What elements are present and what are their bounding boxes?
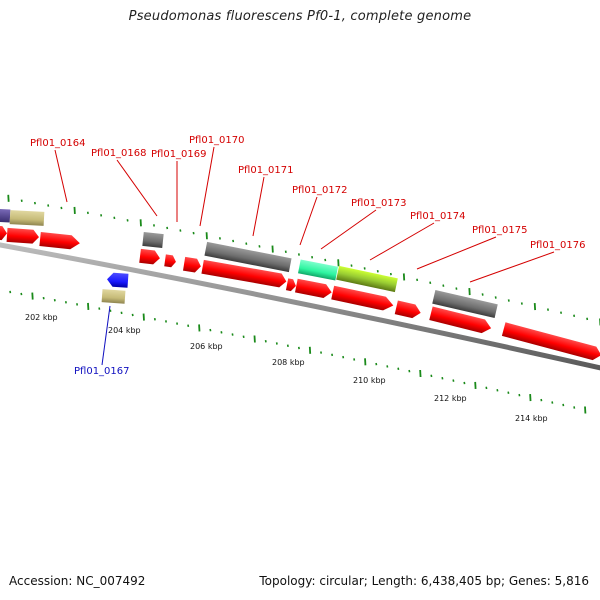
- gene-label-layer: Pfl01_0164 Pfl01_0168 Pfl01_0169 Pfl01_0170…: [30, 135, 586, 377]
- scale-label: 214 kbp: [515, 414, 548, 423]
- gray-feature-c: [432, 289, 498, 319]
- cds-arrow: [39, 232, 80, 250]
- label-leader-lines: [54, 146, 555, 366]
- genome-backbone: [0, 242, 600, 371]
- cds-arrow: [394, 300, 421, 319]
- gray-feature-a: [142, 231, 164, 249]
- teal-feature: [298, 259, 338, 281]
- map-title: Pseudomonas fluorescens Pf0-1, complete …: [128, 9, 472, 24]
- khaki-feature-b: [101, 289, 126, 304]
- gene-label[interactable]: Pfl01_0173: [351, 198, 407, 209]
- gene-label[interactable]: Pfl01_0164: [30, 138, 86, 149]
- scale-label: 206 kbp: [190, 342, 223, 351]
- cds-arrow: [164, 254, 176, 268]
- leader-line: [469, 251, 555, 283]
- leader-line: [320, 209, 377, 250]
- cds-arrow: [501, 322, 600, 361]
- upper-feature-track: [0, 208, 498, 319]
- olive-feature: [336, 265, 398, 293]
- leader-line: [369, 222, 435, 261]
- khaki-feature-a: [9, 210, 45, 226]
- gene-label[interactable]: Pfl01_0172: [292, 185, 348, 196]
- gene-label[interactable]: Pfl01_0176: [530, 240, 586, 251]
- cds-arrow: [183, 256, 201, 273]
- purple-feature: [0, 208, 11, 223]
- cds-arrow: [0, 225, 7, 241]
- gene-label[interactable]: Pfl01_0174: [410, 211, 466, 222]
- cds-arrow: [139, 248, 160, 265]
- cds-track: [0, 225, 600, 361]
- scale-label: 208 kbp: [272, 358, 305, 367]
- scale-label: 202 kbp: [25, 313, 58, 322]
- cds-arrow: [331, 285, 394, 311]
- gene-label[interactable]: Pfl01_0167: [74, 366, 130, 377]
- leader-line: [299, 196, 318, 246]
- scale-label: 212 kbp: [434, 394, 467, 403]
- cds-arrow: [429, 306, 492, 334]
- gene-label[interactable]: Pfl01_0169: [151, 149, 207, 160]
- cds-arrow: [6, 227, 39, 244]
- leader-line: [54, 149, 68, 203]
- accession-text: Accession: NC_007492: [9, 574, 146, 588]
- gene-label[interactable]: Pfl01_0168: [91, 148, 147, 159]
- scale-label: 204 kbp: [108, 326, 141, 335]
- tick-track-lower: [9, 290, 587, 414]
- cds-arrow: [201, 259, 287, 288]
- tick-track-upper: [7, 194, 600, 326]
- leader-line: [116, 159, 158, 217]
- scale-label-layer: 202 kbp 204 kbp 206 kbp 208 kbp 210 kbp 212 k…: [25, 313, 548, 423]
- leader-line: [416, 236, 497, 270]
- gene-label[interactable]: Pfl01_0171: [238, 165, 294, 176]
- leader-line: [252, 176, 265, 237]
- cds-arrow: [294, 278, 332, 298]
- reverse-feature-track: [101, 272, 129, 304]
- leader-line: [199, 146, 215, 227]
- genome-summary-text: Topology: circular; Length: 6,438,405 bp…: [259, 574, 589, 588]
- scale-label: 210 kbp: [353, 376, 386, 385]
- gene-label[interactable]: Pfl01_0175: [472, 225, 528, 236]
- cds-arrow: [285, 278, 296, 292]
- gene-label[interactable]: Pfl01_0170: [189, 135, 245, 146]
- leader-line: [101, 305, 111, 366]
- blue-feature: [107, 272, 129, 288]
- gray-feature-b: [204, 241, 292, 273]
